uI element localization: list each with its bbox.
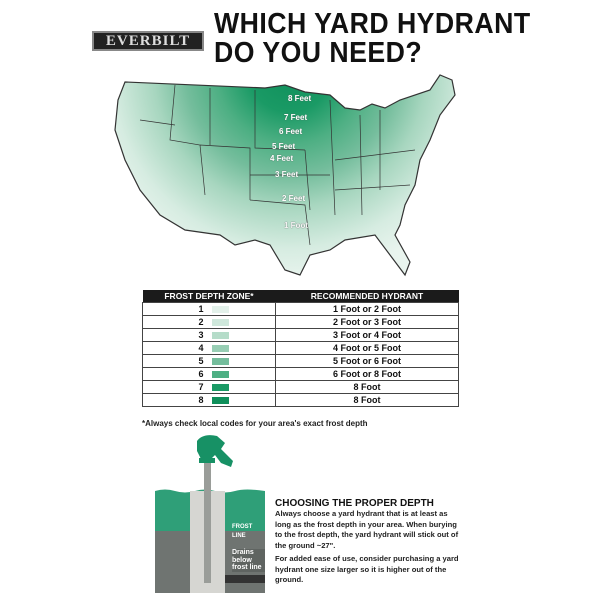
- hydrant-cell: 8 Foot: [275, 380, 459, 394]
- page-title: WHICH YARD HYDRANT DO YOU NEED?: [214, 10, 531, 68]
- zone-cell: 4: [142, 341, 276, 355]
- zone-number: 3: [198, 330, 204, 340]
- frost-depth-map: 8 Feet 7 Feet 6 Feet 5 Feet 4 Feet 3 Fee…: [95, 68, 475, 283]
- map-label-1-foot: 1 Foot: [284, 221, 308, 230]
- depth-heading: CHOOSING THE PROPER DEPTH: [275, 498, 434, 509]
- zone-number: 7: [198, 382, 204, 392]
- table-footnote: *Always check local codes for your area'…: [142, 419, 368, 428]
- zone-number: 4: [198, 343, 204, 353]
- map-label-4-feet: 4 Feet: [270, 154, 294, 163]
- map-label-8-feet: 8 Feet: [288, 94, 312, 103]
- map-label-2-feet: 2 Feet: [282, 194, 306, 203]
- choosing-depth-section: CHOOSING THE PROPER DEPTH Always choose …: [275, 498, 465, 589]
- zone-color-swatch: [211, 345, 229, 353]
- zone-color-swatch: [211, 358, 229, 366]
- map-label-3-feet: 3 Feet: [275, 170, 299, 179]
- hydrant-cell: 5 Foot or 6 Foot: [275, 354, 459, 368]
- header-recommended-hydrant: RECOMMENDED HYDRANT: [275, 290, 459, 303]
- zone-color-swatch: [211, 397, 229, 405]
- zone-cell: 2: [142, 315, 276, 329]
- zone-color-swatch: [211, 371, 229, 379]
- hydrant-illustration: FROST LINE Drains below frost line: [155, 433, 265, 593]
- table-row: 3 3 Foot or 4 Foot: [142, 328, 459, 342]
- depth-paragraph-1: Always choose a yard hydrant that is at …: [275, 509, 459, 550]
- map-label-7-feet: 7 Feet: [284, 113, 308, 122]
- everbilt-logo: EVERBILT: [92, 31, 204, 51]
- depth-paragraph-2: For added ease of use, consider purchasi…: [275, 554, 459, 584]
- map-label-5-feet: 5 Feet: [272, 142, 296, 151]
- zone-number: 6: [198, 369, 204, 379]
- table-row: 5 5 Foot or 6 Foot: [142, 354, 459, 368]
- hydrant-cell: 4 Foot or 5 Foot: [275, 341, 459, 355]
- hydrant-cell: 2 Foot or 3 Foot: [275, 315, 459, 329]
- hydrant-cell: 3 Foot or 4 Foot: [275, 328, 459, 342]
- zone-number: 1: [198, 304, 204, 314]
- table-row: 6 6 Foot or 8 Foot: [142, 367, 459, 381]
- zone-number: 8: [198, 395, 204, 405]
- zone-cell: 3: [142, 328, 276, 342]
- zone-color-swatch: [211, 319, 229, 327]
- map-label-6-feet: 6 Feet: [279, 127, 303, 136]
- zone-number: 2: [198, 317, 204, 327]
- state-borders: [139, 84, 416, 246]
- title-line-1: WHICH YARD HYDRANT: [214, 8, 531, 40]
- table-row: 1 1 Foot or 2 Foot: [142, 302, 459, 316]
- hydrant-cell: 1 Foot or 2 Foot: [275, 302, 459, 316]
- hydrant-cell: 8 Foot: [275, 393, 459, 407]
- zone-cell: 7: [142, 380, 276, 394]
- title-line-2: DO YOU NEED?: [214, 37, 423, 69]
- zone-cell: 8: [142, 393, 276, 407]
- table-row: 4 4 Foot or 5 Foot: [142, 341, 459, 355]
- zone-cell: 5: [142, 354, 276, 368]
- table-row: 2 2 Foot or 3 Foot: [142, 315, 459, 329]
- frost-label-2: LINE: [232, 533, 246, 539]
- zone-cell: 1: [142, 302, 276, 316]
- table-row: 8 8 Foot: [142, 393, 459, 407]
- header-frost-depth-zone: FROST DEPTH ZONE*: [142, 290, 276, 303]
- zone-cell: 6: [142, 367, 276, 381]
- hydrant-cell: 6 Foot or 8 Foot: [275, 367, 459, 381]
- frost-label-1: FROST: [232, 524, 253, 530]
- zone-color-swatch: [211, 332, 229, 340]
- zone-color-swatch: [211, 384, 229, 392]
- table-row: 7 8 Foot: [142, 380, 459, 394]
- us-map-graphic: [114, 74, 456, 277]
- drain-label: Drains below frost line: [232, 549, 265, 572]
- zone-number: 5: [198, 356, 204, 366]
- zone-color-swatch: [211, 306, 229, 314]
